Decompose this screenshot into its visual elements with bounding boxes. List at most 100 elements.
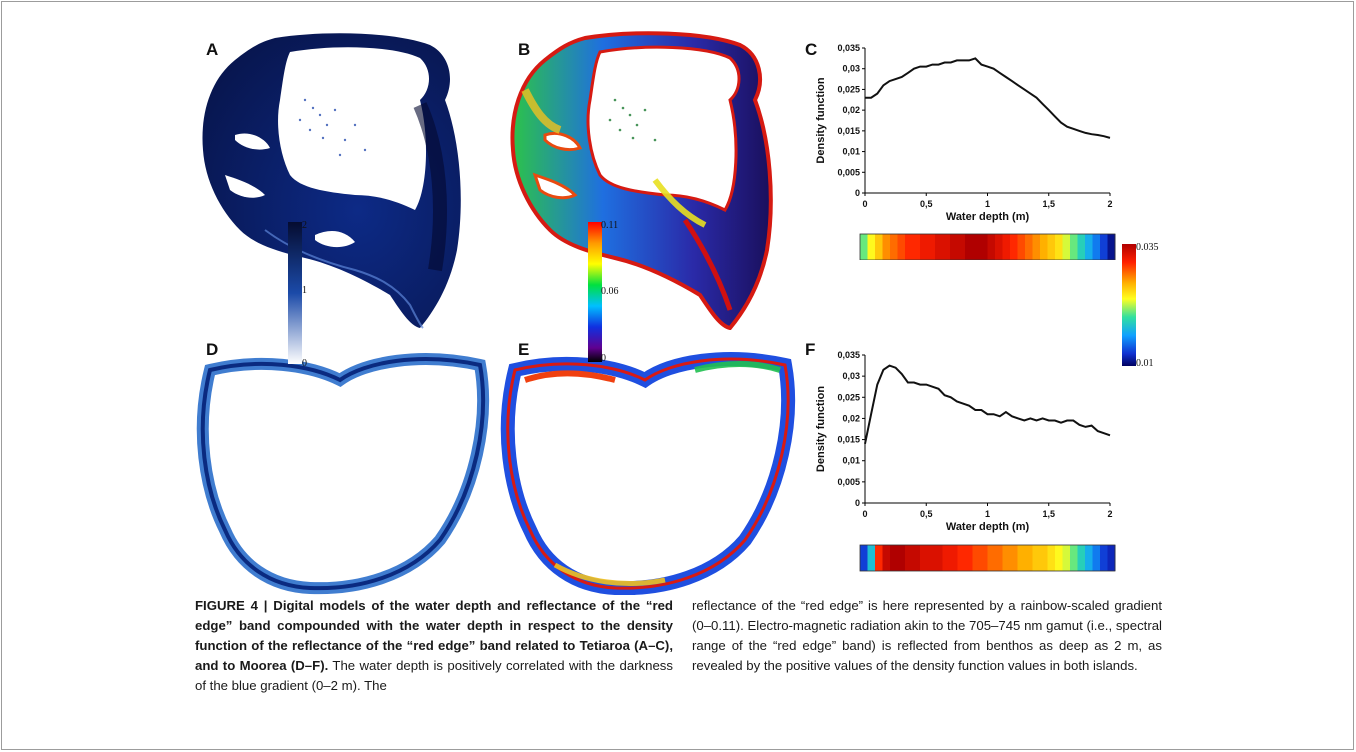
caption-col1-rest: The water depth is positively correlated… xyxy=(195,658,673,693)
caption-column-2: reflectance of the “red edge” is here re… xyxy=(692,596,1162,676)
y-tick-label: 0,01 xyxy=(842,456,860,466)
x-tick-label: 1 xyxy=(985,199,990,209)
density-strip-cell xyxy=(1070,545,1078,571)
density-strip-cell xyxy=(1092,234,1101,260)
caption-lead: FIGURE 4 | Digital models of the water d… xyxy=(195,598,673,673)
reflectance-scale-max: 0.11 xyxy=(601,220,619,231)
density-strip-cell xyxy=(935,545,943,571)
density-strip-cell xyxy=(1040,234,1048,260)
y-tick-label: 0 xyxy=(855,498,860,508)
x-tick-label: 1,5 xyxy=(1042,199,1055,209)
y-tick-label: 0,025 xyxy=(837,84,860,94)
density-strip-cell xyxy=(1032,234,1041,260)
x-tick-label: 0 xyxy=(862,509,867,519)
density-strip-cell xyxy=(1077,545,1086,571)
density-strip-cell xyxy=(1092,545,1101,571)
y-axis-label: Density function xyxy=(815,386,827,472)
y-tick-label: 0,005 xyxy=(837,167,860,177)
reflectance-scale-mid: 0.06 xyxy=(601,286,619,297)
y-tick-label: 0,035 xyxy=(837,43,860,53)
density-strip-cell xyxy=(1055,545,1063,571)
y-axis-label: Density function xyxy=(815,77,827,163)
density-strip-cell xyxy=(965,545,973,571)
y-tick-label: 0,015 xyxy=(837,435,860,445)
density-strip-cell xyxy=(942,234,951,260)
density-strip-cell xyxy=(897,234,906,260)
density-strip-cell xyxy=(972,545,981,571)
panel-label-f: F xyxy=(805,340,816,359)
density-strip-cell xyxy=(995,234,1003,260)
density-strip-cell xyxy=(875,545,883,571)
tetiaroa-reflectance-map xyxy=(510,31,773,330)
density-strip-cell xyxy=(980,545,988,571)
x-tick-label: 1,5 xyxy=(1042,509,1055,519)
x-tick-label: 0,5 xyxy=(920,509,933,519)
x-tick-label: 2 xyxy=(1107,509,1112,519)
density-strip-cell xyxy=(1017,545,1026,571)
density-strip-cell xyxy=(942,545,951,571)
y-tick-label: 0,005 xyxy=(837,477,860,487)
density-strip-cell xyxy=(1107,545,1116,571)
density-strip-cell xyxy=(1100,545,1108,571)
density-strip-cell xyxy=(1077,234,1086,260)
density-strip-cell xyxy=(1047,234,1056,260)
density-strip-cell xyxy=(890,234,898,260)
y-tick-label: 0 xyxy=(855,188,860,198)
y-tick-label: 0,015 xyxy=(837,126,860,136)
y-tick-label: 0,03 xyxy=(842,371,860,381)
x-axis-label: Water depth (m) xyxy=(946,211,1030,223)
y-tick-label: 0,03 xyxy=(842,64,860,74)
caption-column-1: FIGURE 4 | Digital models of the water d… xyxy=(195,596,673,696)
density-strip-cell xyxy=(957,545,966,571)
density-strip-cell xyxy=(867,234,876,260)
panel-label-a: A xyxy=(206,40,219,59)
density-strip-border xyxy=(859,544,1116,572)
density-strip-cell xyxy=(1010,234,1018,260)
density-strip-cell xyxy=(875,234,883,260)
density-strip-cell xyxy=(987,545,996,571)
density-strip-cell xyxy=(920,234,928,260)
density-strip-cell xyxy=(995,545,1003,571)
density-strip-cell xyxy=(935,234,943,260)
density-strip-cell xyxy=(867,545,876,571)
x-tick-label: 0,5 xyxy=(920,199,933,209)
density-strip-cell xyxy=(890,545,898,571)
chart-c-density: 0 0,005 0,01 0,015 0,02 0,025 0,03 0,035 0 0,5 1 1,… xyxy=(815,43,1116,260)
density-strip-cell xyxy=(980,234,988,260)
depth-scale-bar xyxy=(288,222,302,364)
density-strip-cell xyxy=(1085,545,1093,571)
density-scale-max: 0.035 xyxy=(1136,242,1159,253)
density-strip-border xyxy=(859,233,1116,260)
density-strip-cell xyxy=(927,234,936,260)
density-strip-cell xyxy=(950,234,958,260)
density-strip-cell xyxy=(905,545,913,571)
panel-label-b: B xyxy=(518,40,531,59)
density-strip-cell xyxy=(912,545,921,571)
density-strip-cell xyxy=(1040,545,1048,571)
density-strip-cell xyxy=(987,234,996,260)
density-strip-cell xyxy=(1062,234,1071,260)
density-line xyxy=(864,364,1111,445)
density-strip-cell xyxy=(860,545,868,571)
density-strip-cell xyxy=(927,545,936,571)
y-tick-label: 0,035 xyxy=(837,350,860,360)
moorea-depth-map xyxy=(196,353,490,595)
tetiaroa-depth-map xyxy=(202,33,461,329)
density-strip-cell xyxy=(1002,234,1011,260)
moorea-reflectance-map xyxy=(500,352,796,595)
density-strip-cell xyxy=(920,545,928,571)
density-strip-cell xyxy=(1017,234,1026,260)
density-strip-cell xyxy=(1085,234,1093,260)
density-strip-cell xyxy=(882,234,891,260)
chart-f-density: 0 0,005 0,01 0,015 0,02 0,025 0,03 0,035 0 0,5 1 1,… xyxy=(815,350,1116,572)
depth-scale-max: 2 xyxy=(302,220,307,231)
density-strip-cell xyxy=(1070,234,1078,260)
density-scale-min: 0.01 xyxy=(1136,358,1154,369)
density-strip-cell xyxy=(882,545,891,571)
density-strip-cell xyxy=(905,234,913,260)
density-line xyxy=(865,57,1111,139)
density-strip-cell xyxy=(1025,234,1033,260)
density-strip-cell xyxy=(965,234,973,260)
reflectance-scale-min: 0 xyxy=(601,353,606,364)
